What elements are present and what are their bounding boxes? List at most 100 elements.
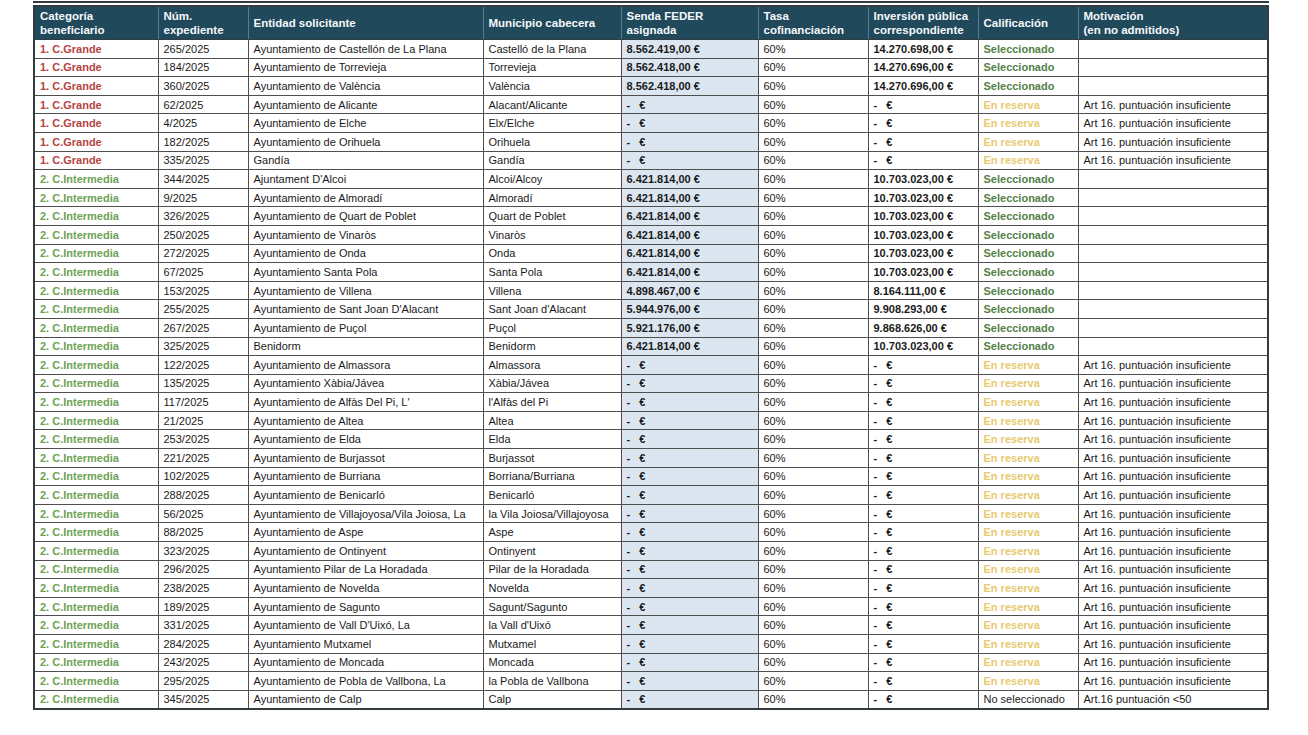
cell-entidad: Ayuntamiento Pilar de La Horadada: [248, 560, 483, 579]
page: { "colors": { "header_bg": "#21495C", "h…: [0, 0, 1308, 735]
cell-calificacion: Seleccionado: [978, 300, 1078, 319]
cell-motivacion: Art 16. puntuación insuficiente: [1078, 579, 1268, 598]
cell-inversion: - €: [868, 393, 978, 412]
table-row: 1. C.Grande62/2025Ayuntamiento de Alican…: [34, 95, 1268, 114]
cell-tasa: 60%: [758, 653, 868, 672]
cell-municipio: Castelló de la Plana: [483, 40, 621, 59]
cell-municipio: Orihuela: [483, 132, 621, 151]
cell-tasa: 60%: [758, 356, 868, 375]
cell-entidad: Ayuntamiento de Vinaròs: [248, 225, 483, 244]
cell-entidad: Gandía: [248, 151, 483, 170]
table-row: 2. C.Intermedia344/2025Ajuntament D'Alco…: [34, 170, 1268, 189]
cell-motivacion: Art 16. puntuación insuficiente: [1078, 356, 1268, 375]
cell-calificacion: En reserva: [978, 672, 1078, 691]
cell-inversion: - €: [868, 430, 978, 449]
cell-entidad: Ayuntamiento de Calp: [248, 690, 483, 709]
cell-senda: - €: [621, 597, 758, 616]
cell-entidad: Ayuntamiento Xàbia/Jávea: [248, 374, 483, 393]
cell-categoria: 2. C.Intermedia: [34, 523, 158, 542]
cell-municipio: Aspe: [483, 523, 621, 542]
cell-senda: - €: [621, 579, 758, 598]
cell-entidad: Ayuntamiento de Sant Joan D'Alacant: [248, 300, 483, 319]
cell-num: 122/2025: [158, 356, 248, 375]
cell-municipio: Elda: [483, 430, 621, 449]
cell-tasa: 60%: [758, 690, 868, 709]
cell-categoria: 2. C.Intermedia: [34, 356, 158, 375]
cell-categoria: 2. C.Intermedia: [34, 393, 158, 412]
cell-calificacion: Seleccionado: [978, 207, 1078, 226]
cell-motivacion: Art 16. puntuación insuficiente: [1078, 653, 1268, 672]
cell-inversion: 10.703.023,00 €: [868, 263, 978, 282]
cell-motivacion: [1078, 58, 1268, 77]
cell-senda: - €: [621, 504, 758, 523]
cell-categoria: 2. C.Intermedia: [34, 653, 158, 672]
cell-categoria: 2. C.Intermedia: [34, 263, 158, 282]
table-row: 2. C.Intermedia326/2025Ayuntamiento de Q…: [34, 207, 1268, 226]
cell-entidad: Ajuntament D'Alcoi: [248, 170, 483, 189]
cell-calificacion: En reserva: [978, 430, 1078, 449]
cell-categoria: 2. C.Intermedia: [34, 374, 158, 393]
table-row: 2. C.Intermedia56/2025Ayuntamiento de Vi…: [34, 504, 1268, 523]
cell-categoria: 2. C.Intermedia: [34, 337, 158, 356]
cell-calificacion: En reserva: [978, 449, 1078, 468]
cell-num: 326/2025: [158, 207, 248, 226]
cell-municipio: Mutxamel: [483, 635, 621, 654]
cell-calificacion: Seleccionado: [978, 170, 1078, 189]
cell-senda: - €: [621, 95, 758, 114]
cell-calificacion: Seleccionado: [978, 58, 1078, 77]
cell-categoria: 2. C.Intermedia: [34, 672, 158, 691]
cell-categoria: 2. C.Intermedia: [34, 542, 158, 561]
cell-entidad: Ayuntamiento de Almoradí: [248, 188, 483, 207]
cell-num: 221/2025: [158, 449, 248, 468]
cell-entidad: Ayuntamiento de Elche: [248, 114, 483, 133]
cell-calificacion: En reserva: [978, 374, 1078, 393]
cell-num: 117/2025: [158, 393, 248, 412]
cell-categoria: 2. C.Intermedia: [34, 207, 158, 226]
cell-municipio: la Vall d'Uixó: [483, 616, 621, 635]
feder-results-table: Categoría beneficiarioNúm. expedienteEnt…: [33, 5, 1269, 710]
table-row: 2. C.Intermedia284/2025Ayuntamiento Mutx…: [34, 635, 1268, 654]
cell-entidad: Ayuntamiento de Aspe: [248, 523, 483, 542]
cell-calificacion: En reserva: [978, 95, 1078, 114]
feder-results-table-wrap: Categoría beneficiarioNúm. expedienteEnt…: [33, 5, 1269, 710]
cell-categoria: 1. C.Grande: [34, 151, 158, 170]
cell-municipio: Vinaròs: [483, 225, 621, 244]
cell-entidad: Ayuntamiento de Onda: [248, 244, 483, 263]
cell-calificacion: En reserva: [978, 653, 1078, 672]
cell-motivacion: [1078, 225, 1268, 244]
cell-motivacion: Art.16 puntuación <50: [1078, 690, 1268, 709]
cell-entidad: Ayuntamiento de Alicante: [248, 95, 483, 114]
cell-municipio: Almoradí: [483, 188, 621, 207]
cell-tasa: 60%: [758, 449, 868, 468]
cell-entidad: Ayuntamiento de Burjassot: [248, 449, 483, 468]
cell-tasa: 60%: [758, 672, 868, 691]
cell-entidad: Ayuntamiento de Torrevieja: [248, 58, 483, 77]
cell-tasa: 60%: [758, 132, 868, 151]
cell-senda: 6.421.814,00 €: [621, 170, 758, 189]
cell-calificacion: Seleccionado: [978, 40, 1078, 59]
cell-inversion: 14.270.698,00 €: [868, 40, 978, 59]
cell-tasa: 60%: [758, 393, 868, 412]
cell-num: 189/2025: [158, 597, 248, 616]
cell-categoria: 2. C.Intermedia: [34, 170, 158, 189]
cell-senda: - €: [621, 393, 758, 412]
cell-senda: 4.898.467,00 €: [621, 281, 758, 300]
cell-entidad: Benidorm: [248, 337, 483, 356]
cell-motivacion: [1078, 281, 1268, 300]
cell-senda: - €: [621, 653, 758, 672]
cell-categoria: 1. C.Grande: [34, 77, 158, 96]
cell-calificacion: En reserva: [978, 560, 1078, 579]
cell-municipio: Sagunt/Sagunto: [483, 597, 621, 616]
table-row: 2. C.Intermedia250/2025Ayuntamiento de V…: [34, 225, 1268, 244]
table-top-border: [33, 1, 1269, 3]
cell-municipio: Gandía: [483, 151, 621, 170]
cell-tasa: 60%: [758, 263, 868, 282]
column-header-inversion: Inversión pública correspondiente: [868, 6, 978, 40]
cell-calificacion: En reserva: [978, 151, 1078, 170]
cell-categoria: 2. C.Intermedia: [34, 690, 158, 709]
cell-tasa: 60%: [758, 523, 868, 542]
cell-calificacion: En reserva: [978, 114, 1078, 133]
cell-municipio: Novelda: [483, 579, 621, 598]
column-header-categoria: Categoría beneficiario: [34, 6, 158, 40]
table-row: 1. C.Grande335/2025GandíaGandía- €60%- €…: [34, 151, 1268, 170]
